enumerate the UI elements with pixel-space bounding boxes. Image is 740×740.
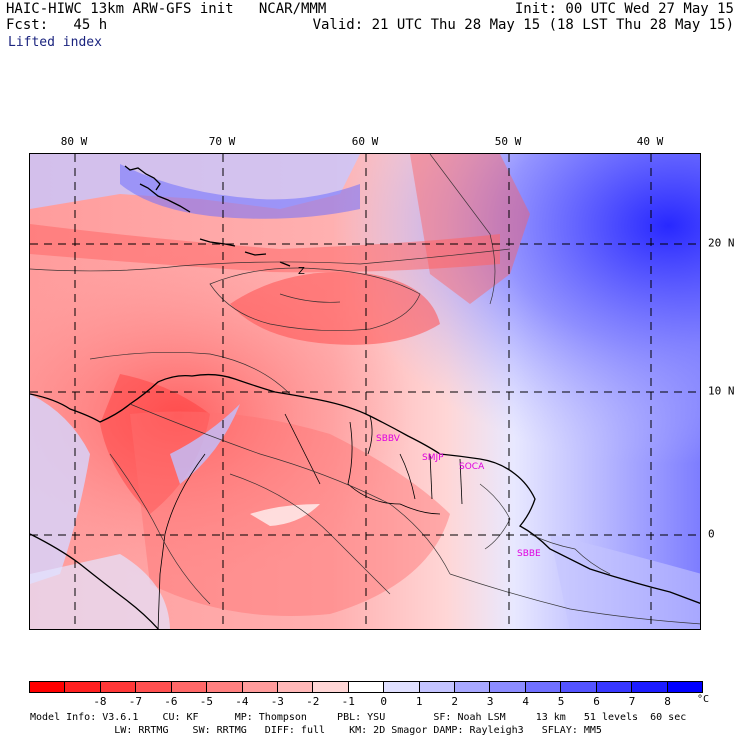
- colorbar-swatch: [30, 682, 66, 692]
- colorbar-tick-label: 2: [451, 695, 458, 708]
- colorbar-swatch: [667, 682, 703, 692]
- colorbar-swatch: [65, 682, 101, 692]
- colorbar-swatch: [384, 682, 420, 692]
- colorbar-tick-label: 1: [415, 695, 423, 708]
- colorbar-swatch: [100, 682, 137, 692]
- colorbar-tick-label: -5: [199, 695, 213, 708]
- lat-label-0: 0: [708, 527, 715, 541]
- colorbar-tick-label: -4: [235, 695, 249, 708]
- colorbar: [29, 681, 703, 693]
- forecast-hour: Fcst: 45 h: [6, 17, 108, 33]
- colorbar-tick-label: 6: [593, 695, 600, 708]
- lon-label-40w: 40 W: [636, 135, 664, 148]
- field-name: Lifted index: [8, 35, 102, 50]
- lifted-index-field: Z SBBV SMJP SOCA SBBE: [30, 154, 700, 629]
- colorbar-swatch: [277, 682, 314, 692]
- colorbar-tick-label: -6: [164, 695, 178, 708]
- lat-label-20n: 20 N: [708, 236, 735, 250]
- colorbar-swatch: [490, 682, 526, 692]
- contour-label: Z: [298, 266, 305, 277]
- lon-label-50w: 50 W: [494, 135, 522, 148]
- colorbar-tick-label: -8: [93, 695, 107, 708]
- lon-label-60w: 60 W: [351, 135, 379, 148]
- colorbar-swatch: [455, 682, 491, 692]
- colorbar-tick-label: 3: [486, 695, 494, 708]
- colorbar-swatch: [632, 682, 668, 692]
- station-smjp[interactable]: SMJP: [422, 453, 444, 463]
- station-sbbe[interactable]: SBBE: [517, 549, 541, 559]
- colorbar-tick-label: -3: [270, 695, 284, 708]
- colorbar-tick-label: -7: [128, 695, 143, 708]
- colorbar-swatch: [561, 682, 597, 692]
- colorbar-tick-label: 7: [628, 695, 636, 708]
- model-info-line-2: LW: RRTMG SW: RRTMG DIFF: full KM: 2D Sm…: [30, 725, 602, 736]
- valid-time: Valid: 21 UTC Thu 28 May 15 (18 LST Thu …: [312, 17, 734, 33]
- colorbar-swatch: [348, 682, 385, 692]
- colorbar-swatch: [525, 682, 562, 692]
- colorbar-tick-label: 5: [557, 695, 565, 708]
- colorbar-swatch: [242, 682, 278, 692]
- init-time: Init: 00 UTC Wed 27 May 15: [514, 1, 734, 17]
- map-plot[interactable]: Z SBBV SMJP SOCA SBBE: [29, 153, 701, 630]
- colorbar-tick-label: 0: [380, 695, 388, 708]
- colorbar-tick-label: 4: [522, 695, 529, 708]
- lon-label-70w: 70 W: [208, 135, 236, 148]
- colorbar-tick-label: -2: [306, 695, 320, 708]
- colorbar-unit: °C: [697, 694, 710, 705]
- lon-label-80w: 80 W: [60, 135, 88, 148]
- colorbar-swatch: [171, 682, 208, 692]
- station-sbbv[interactable]: SBBV: [376, 434, 401, 444]
- colorbar-swatch: [136, 682, 172, 692]
- model-info-line-1: Model Info: V3.6.1 CU: KF MP: Thompson P…: [30, 712, 687, 723]
- colorbar-swatch: [419, 682, 456, 692]
- colorbar-swatch: [596, 682, 633, 692]
- colorbar-tick-label: -1: [341, 695, 355, 708]
- colorbar-tick-label: 8: [664, 695, 671, 708]
- colorbar-swatch: [207, 682, 243, 692]
- model-title: HAIC-HIWC 13km ARW-GFS init NCAR/MMM: [6, 1, 327, 17]
- station-soca[interactable]: SOCA: [459, 462, 485, 472]
- colorbar-swatch: [313, 682, 349, 692]
- lat-label-10n: 10 N: [708, 384, 735, 398]
